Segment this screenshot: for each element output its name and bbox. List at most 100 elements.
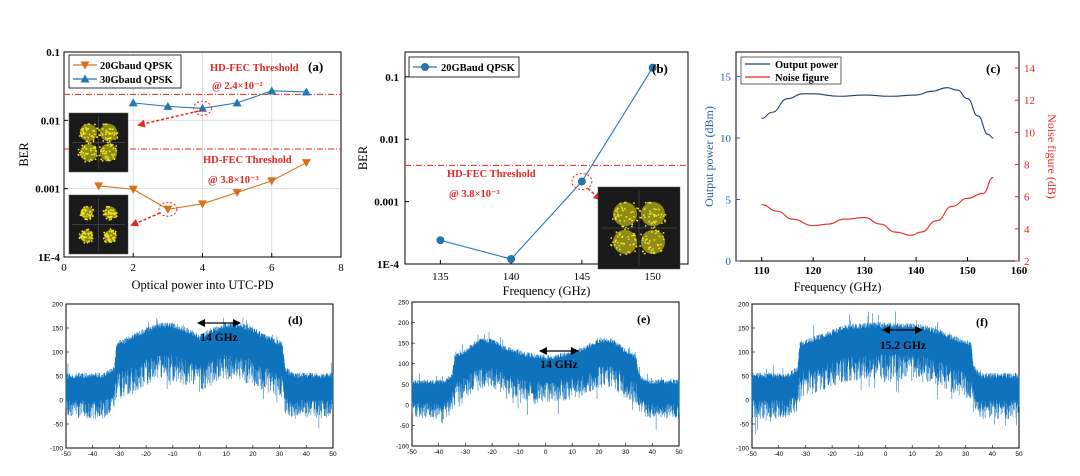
constellation-point [648, 215, 650, 218]
constellation-point [90, 236, 93, 239]
series-line [440, 67, 654, 260]
constellation-point [115, 149, 118, 152]
data-point [301, 159, 311, 168]
constellation-point [632, 234, 635, 237]
series-line [761, 87, 994, 139]
constellation-point [610, 243, 612, 246]
constellation-point [94, 158, 97, 161]
constellation-point [632, 210, 634, 213]
y-tick-label-right: 4 [1024, 224, 1030, 236]
constellation-point [93, 123, 96, 126]
y-tick-label: 200 [738, 302, 749, 309]
constellation-point [81, 213, 83, 216]
constellation-point [80, 236, 83, 239]
constellation-point [83, 242, 86, 244]
x-tick-label: 140 [908, 265, 925, 277]
constellation-point [83, 157, 86, 159]
constellation-point [85, 205, 88, 208]
constellation-point [81, 238, 84, 241]
constellation-point [88, 240, 91, 243]
panel-label: (d) [288, 313, 303, 327]
constellation-point [89, 147, 92, 150]
constellation-point [81, 230, 84, 233]
constellation-point [80, 151, 83, 154]
constellation-point [100, 148, 103, 151]
x-tick-label: -50 [747, 451, 757, 458]
constellation-point [93, 129, 96, 132]
data-point [232, 188, 242, 197]
constellation-point [82, 232, 84, 235]
constellation-point [94, 149, 97, 152]
x-tick-label: 20 [935, 451, 943, 458]
constellation-point [110, 153, 113, 156]
x-tick-label: 110 [754, 265, 770, 277]
constellation-point [78, 236, 81, 239]
constellation-point [634, 238, 636, 241]
x-tick-label: 140 [503, 271, 520, 283]
constellation-point [108, 150, 111, 153]
constellation-point [86, 213, 89, 216]
constellation-point [86, 140, 89, 143]
constellation-point [103, 231, 106, 234]
constellation-point [82, 147, 85, 150]
constellation-point [644, 201, 647, 204]
constellation-point [87, 123, 90, 126]
constellation-point [627, 250, 630, 253]
legend-marker [421, 63, 429, 71]
constellation-point [108, 127, 111, 130]
constellation-point [113, 236, 116, 239]
constellation-point [105, 205, 108, 208]
constellation-point [652, 251, 655, 254]
constellation-point [90, 206, 93, 208]
constellation-point [618, 248, 621, 251]
y-tick-label: 150 [738, 326, 749, 333]
x-tick-label: 130 [856, 265, 873, 277]
constellation-point [110, 234, 112, 237]
y-tick-label: -100 [736, 446, 749, 453]
x-tick-label: 120 [805, 265, 822, 277]
constellation-point [82, 237, 85, 240]
constellation-point [112, 147, 115, 150]
constellation-point [648, 242, 650, 245]
constellation-point [92, 215, 94, 218]
panel-label: (f) [976, 315, 988, 329]
constellation-point [103, 213, 106, 216]
constellation-point [616, 235, 619, 238]
constellation-point [82, 235, 84, 238]
constellation-point [631, 223, 634, 226]
constellation-point [632, 215, 635, 218]
constellation-point [632, 243, 635, 245]
constellation-point [653, 214, 656, 216]
constellation-point [622, 242, 624, 245]
constellation-point [77, 153, 80, 156]
constellation-point [108, 218, 111, 221]
constellation-point [636, 207, 638, 210]
constellation-point [88, 160, 91, 163]
constellation-point [657, 208, 660, 211]
constellation-point [100, 158, 103, 161]
constellation-point [105, 131, 108, 134]
y-tick-label-right: 14 [1024, 63, 1036, 75]
bandwidth-label: 14 GHz [200, 332, 237, 344]
data-point [163, 205, 173, 214]
y-tick-label: 0 [726, 256, 732, 268]
constellation-point [80, 153, 82, 156]
constellation-point [619, 253, 622, 256]
constellation-point [111, 212, 113, 215]
legend-box [740, 56, 842, 85]
constellation-point [104, 234, 106, 237]
constellation-point [111, 128, 114, 131]
x-tick-label: -30 [801, 451, 811, 458]
x-tick-label: 30 [622, 449, 630, 456]
constellation-point [114, 232, 117, 235]
y-tick-label: 0.001 [374, 197, 399, 209]
constellation-point [83, 208, 86, 211]
x-tick-label: 0 [61, 262, 67, 274]
constellation-point [614, 218, 617, 221]
x-tick-label: 10 [223, 451, 231, 458]
legend-label: Output power [775, 60, 839, 71]
constellation-point [615, 231, 618, 234]
constellation-point [99, 146, 101, 149]
constellation-point [639, 245, 642, 247]
constellation-point [655, 208, 657, 211]
